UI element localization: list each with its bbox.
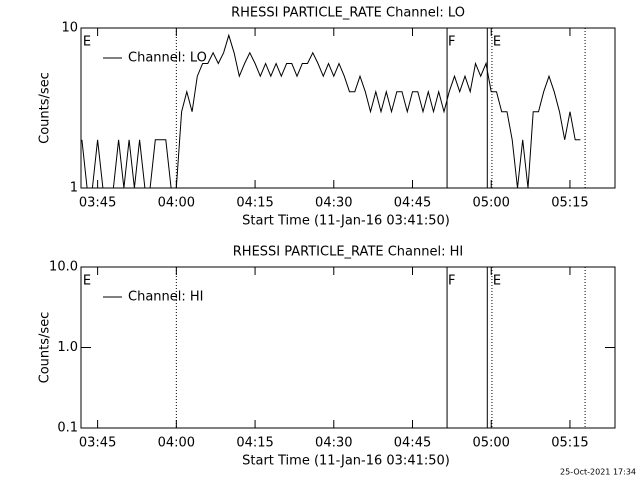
legend-label: Channel: LO bbox=[128, 51, 207, 66]
flag-label: E bbox=[493, 274, 501, 289]
legend-label: Channel: HI bbox=[128, 290, 204, 305]
flag-label: F bbox=[448, 35, 455, 50]
y-tick-label: 0.1 bbox=[57, 421, 78, 436]
y-tick-label: 1 bbox=[70, 181, 78, 196]
x-tick-label: 04:30 bbox=[315, 196, 352, 211]
x-tick-label: 04:00 bbox=[158, 196, 195, 211]
x-tick-label: 05:15 bbox=[551, 196, 588, 211]
flag-label: E bbox=[493, 35, 501, 50]
x-tick-label: 04:30 bbox=[315, 436, 352, 451]
x-tick-label: 05:00 bbox=[472, 196, 509, 211]
x-tick-label: 04:00 bbox=[158, 436, 195, 451]
x-tick-label: 05:00 bbox=[472, 436, 509, 451]
chart-title: RHESSI PARTICLE_RATE Channel: LO bbox=[231, 6, 465, 21]
x-axis-label: Start Time (11-Jan-16 03:41:50) bbox=[242, 454, 450, 469]
y-tick-label: 10 bbox=[61, 21, 78, 36]
data-line bbox=[81, 33, 581, 189]
flag-label: E bbox=[83, 35, 91, 50]
chart-title: RHESSI PARTICLE_RATE Channel: HI bbox=[233, 245, 463, 260]
y-tick-label: 1.0 bbox=[57, 340, 78, 355]
x-tick-label: 04:15 bbox=[236, 196, 273, 211]
x-tick-label: 03:45 bbox=[79, 436, 116, 451]
y-tick-label: 10.0 bbox=[49, 260, 78, 275]
flag-label: E bbox=[83, 274, 91, 289]
y-axis-label: Counts/sec bbox=[38, 312, 53, 384]
plot-frame bbox=[80, 27, 616, 189]
x-axis-label: Start Time (11-Jan-16 03:41:50) bbox=[242, 214, 450, 229]
flag-label: F bbox=[448, 274, 455, 289]
x-tick-label: 04:45 bbox=[394, 196, 431, 211]
y-axis-label: Counts/sec bbox=[38, 72, 53, 144]
x-tick-label: 04:45 bbox=[394, 436, 431, 451]
x-tick-label: 03:45 bbox=[79, 196, 116, 211]
x-tick-label: 04:15 bbox=[236, 436, 273, 451]
x-tick-label: 05:15 bbox=[551, 436, 588, 451]
footer: 25-Oct-2021 17:34 bbox=[560, 468, 636, 477]
